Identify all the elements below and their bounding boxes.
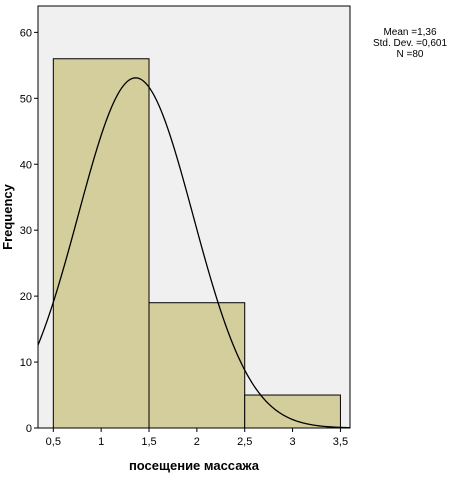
x-tick-label-1: 1	[98, 436, 104, 448]
x-tick-label-5: 3	[290, 436, 296, 448]
y-tick-label-6: 60	[20, 27, 32, 39]
histogram-bar-1	[52, 58, 150, 429]
y-tick-label-3: 30	[20, 225, 32, 237]
histogram-bar-3	[244, 394, 341, 429]
stats-n: N =80	[397, 49, 424, 60]
x-tick-label-6: 3,5	[333, 436, 348, 448]
stats-mean: Mean =1,36	[383, 27, 437, 38]
y-tick-label-4: 40	[20, 159, 32, 171]
stats-box: Mean =1,36 Std. Dev. =0,601 N =80	[373, 27, 447, 60]
histogram-bar-2	[148, 302, 246, 429]
y-axis-title: Frequency	[0, 183, 15, 250]
y-tick-label-1: 10	[20, 357, 32, 369]
x-tick-label-0: 0,5	[46, 436, 61, 448]
x-tick-label-3: 2	[194, 436, 200, 448]
axes: 0,5 1 1,5 2 2,5 3 3,5 0 10 20 30 40 50 60	[20, 27, 348, 448]
y-tick-label-0: 0	[26, 423, 32, 435]
x-tick-label-2: 1,5	[141, 436, 156, 448]
y-tick-label-5: 50	[20, 93, 32, 105]
x-tick-label-4: 2,5	[237, 436, 252, 448]
bars	[52, 58, 341, 429]
x-axis-title: посещение массажа	[129, 458, 260, 473]
y-tick-label-2: 20	[20, 291, 32, 303]
stats-std-dev: Std. Dev. =0,601	[373, 38, 447, 49]
normal-curve	[37, 77, 351, 429]
